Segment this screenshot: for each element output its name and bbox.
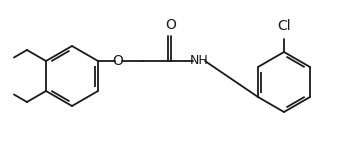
Text: O: O [166,18,176,32]
Text: Cl: Cl [277,19,291,33]
Text: NH: NH [190,55,209,67]
Text: O: O [113,54,124,68]
